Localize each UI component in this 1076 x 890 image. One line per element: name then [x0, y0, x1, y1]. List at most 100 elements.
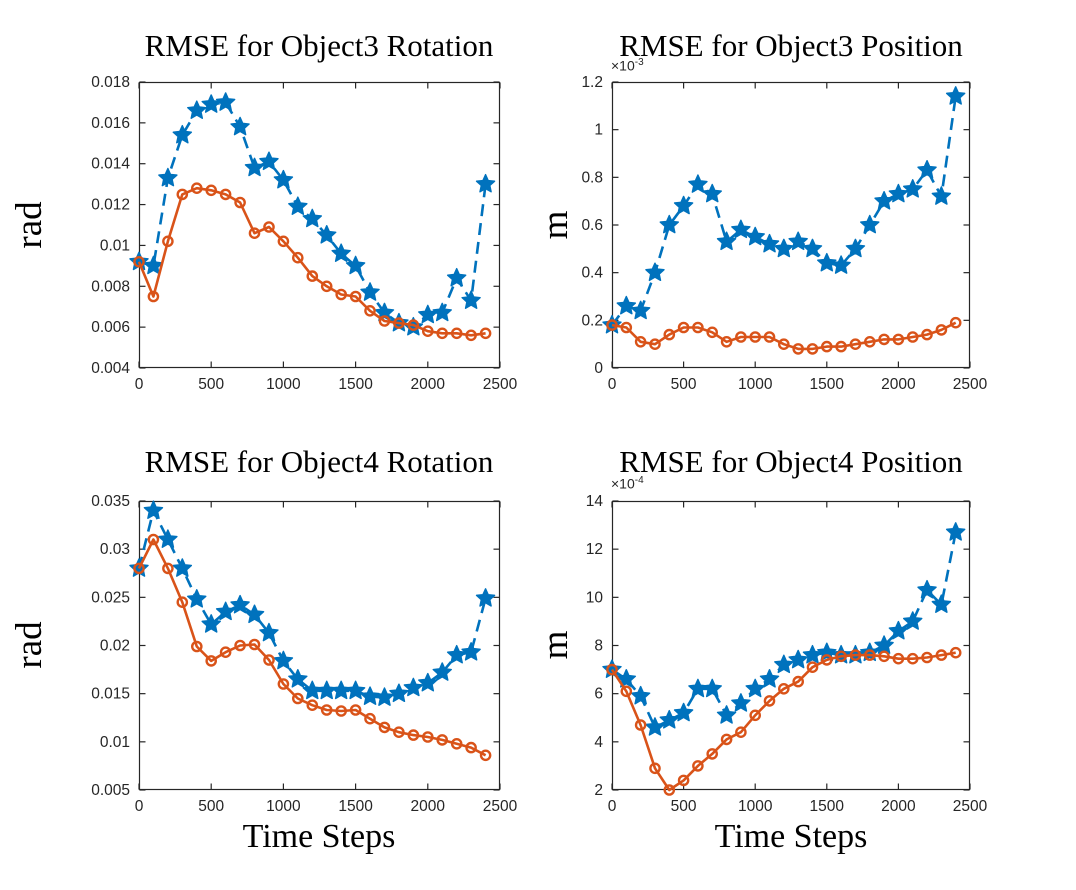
- star-marker: [172, 124, 193, 144]
- exponent-power: -3: [634, 57, 644, 68]
- x-tick-label: 1000: [738, 376, 773, 393]
- x-tick-label: 500: [198, 798, 224, 815]
- x-tick-label: 2000: [411, 798, 446, 815]
- y-tick-label: 0.004: [91, 360, 130, 377]
- circle-marker: [378, 721, 391, 734]
- circle-marker: [277, 678, 290, 690]
- star-marker: [201, 614, 221, 633]
- star-marker: [158, 167, 178, 187]
- circle-marker: [306, 699, 319, 711]
- star-marker: [403, 677, 424, 697]
- circle-marker: [234, 196, 246, 209]
- star-marker: [244, 604, 265, 624]
- circle-marker: [906, 331, 919, 343]
- star-marker: [902, 611, 923, 630]
- y-axis-label-object3-position: m: [535, 210, 576, 240]
- circle-marker: [835, 650, 847, 663]
- circle-marker: [421, 731, 434, 743]
- star-marker: [831, 255, 851, 274]
- y-axis-label-object4-rotation: rad: [9, 621, 50, 669]
- y-tick-label: 8: [594, 638, 603, 655]
- circle-marker: [792, 675, 804, 688]
- circle-marker: [677, 321, 690, 334]
- circle-marker: [720, 335, 733, 348]
- x-tick-label: 1500: [338, 798, 373, 815]
- x-tick-label: 0: [135, 376, 144, 393]
- circle-marker: [479, 749, 492, 762]
- circle-marker: [407, 729, 420, 741]
- star-marker: [802, 644, 823, 664]
- circle-marker: [692, 760, 704, 772]
- circle-marker: [606, 319, 618, 331]
- y-tick-label: 0.2: [581, 312, 603, 329]
- circle-marker: [749, 709, 761, 722]
- star-marker: [475, 588, 496, 607]
- circle-marker: [407, 319, 420, 331]
- circle-marker: [263, 654, 275, 666]
- star-marker: [259, 151, 279, 171]
- star-marker: [860, 214, 880, 234]
- circle-marker: [806, 343, 819, 355]
- circle-marker: [677, 774, 690, 787]
- star-marker: [616, 669, 637, 688]
- y-tick-label: 0.006: [91, 319, 130, 336]
- star-marker: [817, 252, 837, 272]
- star-marker: [432, 302, 452, 322]
- star-marker: [945, 86, 966, 105]
- star-marker: [673, 195, 694, 215]
- exponent-base: ×10: [611, 57, 635, 74]
- star-marker: [945, 522, 966, 541]
- star-marker: [345, 680, 366, 700]
- star-marker: [273, 650, 294, 670]
- circle-marker: [735, 331, 747, 343]
- exponent-power: -4: [634, 475, 644, 486]
- circle-marker: [219, 646, 232, 658]
- circle-marker: [849, 338, 862, 351]
- plot-title-object4-position: RMSE for Object4 Position: [619, 444, 963, 479]
- plot-title-object3-position: RMSE for Object3 Position: [619, 28, 963, 63]
- star-marker: [731, 219, 751, 239]
- star-marker: [446, 644, 467, 664]
- star-marker: [745, 226, 765, 246]
- x-tick-label: 2000: [881, 376, 916, 393]
- star-marker: [688, 174, 708, 193]
- circle-marker: [421, 325, 434, 337]
- series-2-solid-circle-line: [610, 651, 956, 792]
- circle-marker: [479, 327, 492, 340]
- circle-marker: [878, 333, 890, 346]
- star-marker: [659, 709, 680, 729]
- star-marker: [215, 601, 236, 621]
- circle-marker: [176, 188, 189, 201]
- star-marker: [302, 680, 323, 700]
- star-marker: [630, 685, 651, 705]
- y-tick-label: 0.025: [91, 589, 130, 606]
- circle-marker: [364, 304, 376, 317]
- circle-marker: [335, 705, 347, 717]
- y-axis-label-object3-rotation: rad: [9, 201, 50, 249]
- x-axis-label-object4-rotation: Time Steps: [242, 818, 396, 855]
- circle-marker: [219, 188, 232, 201]
- star-marker: [931, 186, 952, 205]
- circle-marker: [320, 704, 333, 716]
- star-marker: [345, 255, 366, 275]
- star-marker: [418, 672, 438, 692]
- star-marker: [418, 304, 438, 324]
- x-tick-label: 500: [671, 798, 697, 815]
- circle-marker: [763, 331, 776, 343]
- star-marker: [702, 678, 722, 698]
- star-marker: [673, 702, 694, 722]
- y-tick-label: 1.2: [581, 74, 603, 91]
- circle-marker: [663, 784, 676, 796]
- star-marker: [759, 669, 780, 688]
- star-marker: [302, 208, 323, 228]
- circle-marker: [133, 255, 145, 268]
- circle-marker: [634, 335, 647, 348]
- star-marker: [645, 262, 665, 282]
- star-marker: [446, 267, 467, 287]
- circle-marker: [465, 329, 477, 342]
- y-tick-label: 1: [594, 122, 603, 139]
- star-marker: [215, 92, 236, 111]
- circle-marker: [335, 288, 347, 301]
- y-tick-label: 0.6: [581, 217, 603, 234]
- star-marker: [745, 678, 765, 698]
